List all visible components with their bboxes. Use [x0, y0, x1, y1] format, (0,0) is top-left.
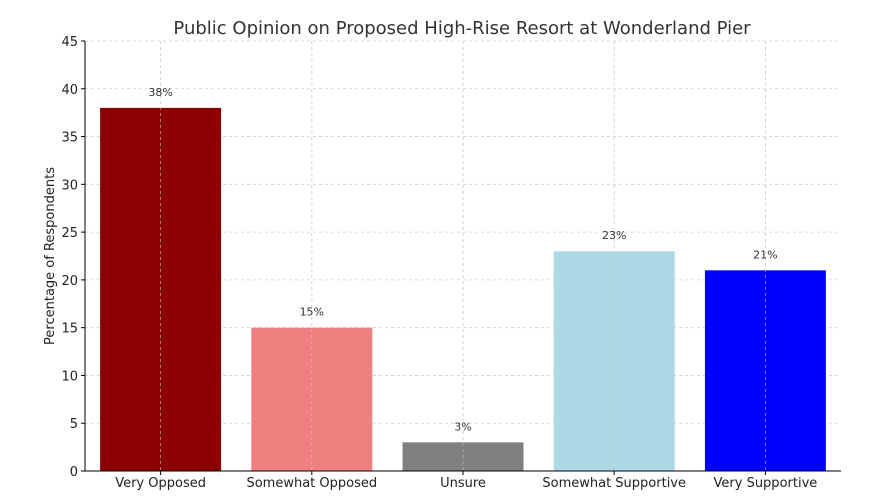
y-tick-label: 30: [61, 178, 78, 193]
axes: [81, 40, 841, 475]
data-label: 15%: [300, 306, 324, 319]
labels: 0 5 10 15 20 25 30 35 40 45 Very Opposed Somewhat O…: [61, 35, 817, 491]
data-label: 38%: [148, 86, 172, 99]
y-tick-label: 40: [61, 83, 78, 98]
y-tick-label: 45: [61, 35, 78, 50]
x-tick-label: Unsure: [440, 476, 486, 491]
data-label: 3%: [454, 420, 471, 433]
y-tick-label: 25: [61, 226, 78, 241]
chart-title: Public Opinion on Proposed High-Rise Res…: [173, 18, 751, 39]
y-tick-label: 15: [61, 322, 78, 337]
y-tick-label: 5: [70, 417, 78, 432]
x-tick-label: Somewhat Opposed: [246, 476, 377, 491]
x-tick-label: Somewhat Supportive: [542, 476, 686, 491]
data-label: 23%: [602, 229, 626, 242]
x-tick-label: Very Supportive: [714, 476, 818, 491]
x-tick-label: Very Opposed: [115, 476, 206, 491]
y-tick-label: 20: [61, 274, 78, 289]
y-axis-label: Percentage of Respondents: [43, 167, 58, 345]
y-tick-label: 35: [61, 131, 78, 146]
y-tick-label: 10: [61, 369, 78, 384]
data-label: 21%: [753, 248, 777, 261]
bars: [100, 41, 826, 471]
bar: [251, 327, 373, 471]
y-tick-label: 0: [70, 465, 78, 480]
